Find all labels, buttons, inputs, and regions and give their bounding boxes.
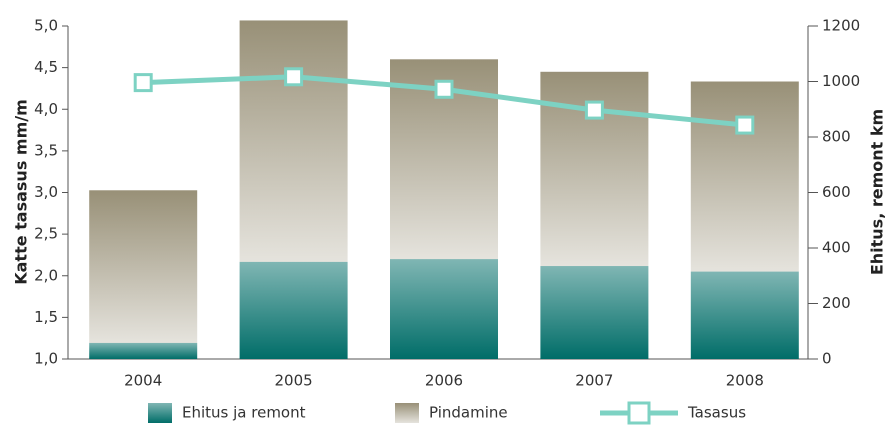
y-tick-label: 1,5 xyxy=(34,308,58,326)
y2-tick-label: 0 xyxy=(822,350,832,368)
x-tick-label: 2008 xyxy=(726,372,764,390)
y2-tick-label: 600 xyxy=(822,183,851,201)
x-tick-label: 2007 xyxy=(575,372,613,390)
y-tick-label: 5,0 xyxy=(34,17,58,35)
bar xyxy=(239,261,348,359)
bar xyxy=(690,81,799,272)
legend-label: Pindamine xyxy=(429,404,508,422)
x-tick-label: 2006 xyxy=(425,372,463,390)
bar xyxy=(89,190,198,343)
line-marker xyxy=(133,73,153,93)
bar xyxy=(239,20,348,262)
y-tick-label: 4,5 xyxy=(34,58,58,76)
legend-swatch xyxy=(395,403,419,423)
line-marker xyxy=(584,100,604,120)
bar xyxy=(390,259,498,359)
line-marker xyxy=(735,115,755,135)
y-tick-label: 2,0 xyxy=(34,266,58,284)
y-tick-label: 3,5 xyxy=(34,141,58,159)
y2-tick-label: 1200 xyxy=(822,17,860,35)
y2-tick-label: 400 xyxy=(822,239,851,257)
bar xyxy=(540,266,649,359)
legend-swatch xyxy=(148,403,172,423)
legend-label: Ehitus ja remont xyxy=(182,404,306,422)
y-tick-label: 1,0 xyxy=(34,350,58,368)
bar xyxy=(690,271,799,359)
x-tick-label: 2004 xyxy=(124,372,162,390)
y2-tick-label: 800 xyxy=(822,128,851,146)
line-marker xyxy=(284,67,304,87)
y-tick-label: 4,0 xyxy=(34,100,58,118)
y-tick-label: 2,5 xyxy=(34,225,58,243)
y-axis-label: Katte tasasus mm/m xyxy=(12,99,31,285)
line-marker xyxy=(434,79,454,99)
legend-label: Tasasus xyxy=(687,404,746,422)
x-tick-label: 2005 xyxy=(275,372,313,390)
y-tick-label: 3,0 xyxy=(34,183,58,201)
y2-tick-label: 1000 xyxy=(822,72,860,90)
y2-tick-label: 200 xyxy=(822,294,851,312)
legend-swatch xyxy=(627,401,651,425)
bar xyxy=(89,342,198,359)
y2-axis-label: Ehitus, remont km xyxy=(868,109,887,275)
